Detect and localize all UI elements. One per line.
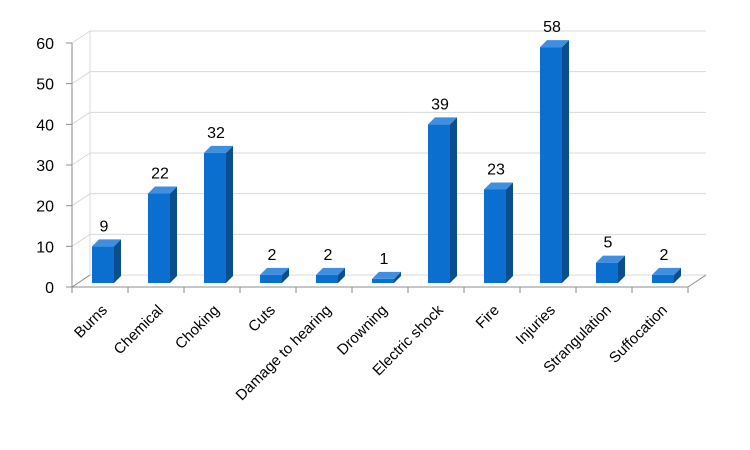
bar bbox=[260, 267, 289, 283]
bar-side bbox=[282, 267, 289, 283]
data-label: 9 bbox=[100, 218, 109, 235]
category-label: Cuts bbox=[245, 302, 279, 336]
bar bbox=[372, 271, 401, 283]
bar bbox=[540, 40, 569, 284]
bar-front bbox=[316, 274, 338, 283]
grid-layer bbox=[71, 30, 706, 288]
category-label: Choking bbox=[172, 302, 223, 353]
category-label: Chemical bbox=[111, 302, 167, 358]
data-label: 22 bbox=[151, 166, 169, 183]
gridline-side bbox=[71, 193, 91, 207]
bar-front bbox=[204, 152, 226, 283]
category-label: Drowning bbox=[334, 302, 391, 359]
data-label: 2 bbox=[268, 247, 277, 264]
y-tick-label: 0 bbox=[45, 280, 54, 297]
y-tick-label: 30 bbox=[36, 158, 54, 175]
bar-front bbox=[484, 189, 506, 283]
bar-top bbox=[484, 182, 513, 190]
bar-side bbox=[562, 40, 569, 284]
y-tick-label: 40 bbox=[36, 117, 54, 134]
axis-layer: 0 10 20 30 40 50 60 bbox=[36, 36, 707, 297]
bar-top bbox=[148, 186, 177, 194]
category-label: Suffocation bbox=[606, 302, 671, 367]
data-label: 2 bbox=[324, 247, 333, 264]
bar-top bbox=[540, 40, 569, 48]
floor-edge bbox=[71, 274, 91, 288]
data-label: 32 bbox=[207, 125, 225, 142]
bar-side bbox=[674, 267, 681, 283]
gridline-side bbox=[71, 233, 91, 247]
bar bbox=[92, 239, 121, 283]
bar bbox=[484, 182, 513, 283]
bar-top bbox=[316, 267, 345, 275]
bar-side bbox=[114, 239, 121, 283]
floor-edge bbox=[687, 274, 707, 288]
bar-front bbox=[596, 262, 618, 283]
bar-side bbox=[338, 267, 345, 283]
bar-front bbox=[540, 47, 562, 284]
category-label: Injuries bbox=[513, 302, 559, 348]
bar-side bbox=[394, 271, 401, 283]
data-label: 39 bbox=[431, 96, 449, 113]
bar-side bbox=[170, 186, 177, 283]
bar-top bbox=[372, 271, 401, 279]
gridline-side bbox=[71, 111, 91, 125]
bar-top bbox=[260, 267, 289, 275]
gridline-side bbox=[71, 30, 91, 44]
y-tick-label: 10 bbox=[36, 239, 54, 256]
bar-top bbox=[92, 239, 121, 247]
y-tick-label: 50 bbox=[36, 77, 54, 94]
category-label: Burns bbox=[71, 302, 111, 342]
data-label: 23 bbox=[487, 161, 505, 178]
gridline-side bbox=[71, 152, 91, 166]
bar-side bbox=[450, 117, 457, 284]
gridline-side bbox=[71, 71, 91, 85]
bar-front bbox=[652, 274, 674, 283]
bar-side bbox=[226, 145, 233, 283]
bar-side bbox=[618, 255, 625, 283]
data-label: 5 bbox=[604, 235, 613, 252]
bar-front bbox=[428, 124, 450, 284]
bar-top bbox=[652, 267, 681, 275]
category-label: Damage to hearing bbox=[233, 302, 335, 404]
bar bbox=[596, 255, 625, 283]
bar-front bbox=[260, 274, 282, 283]
data-label: 1 bbox=[380, 251, 389, 268]
bar-top bbox=[428, 117, 457, 125]
bar-front bbox=[372, 278, 394, 283]
bar-top bbox=[596, 255, 625, 263]
bar-front bbox=[92, 246, 114, 283]
bar bbox=[652, 267, 681, 283]
bar-side bbox=[506, 182, 513, 283]
y-tick-label: 20 bbox=[36, 199, 54, 216]
bar bbox=[204, 145, 233, 283]
bar bbox=[428, 117, 457, 284]
data-label: 2 bbox=[660, 247, 669, 264]
data-label: 58 bbox=[543, 19, 561, 36]
bar-front bbox=[148, 193, 170, 283]
y-tick-label: 60 bbox=[36, 36, 54, 53]
bar bbox=[316, 267, 345, 283]
category-label: Fire bbox=[473, 302, 503, 332]
bar-top bbox=[204, 145, 233, 153]
bar bbox=[148, 186, 177, 283]
bar-layer bbox=[92, 40, 681, 284]
